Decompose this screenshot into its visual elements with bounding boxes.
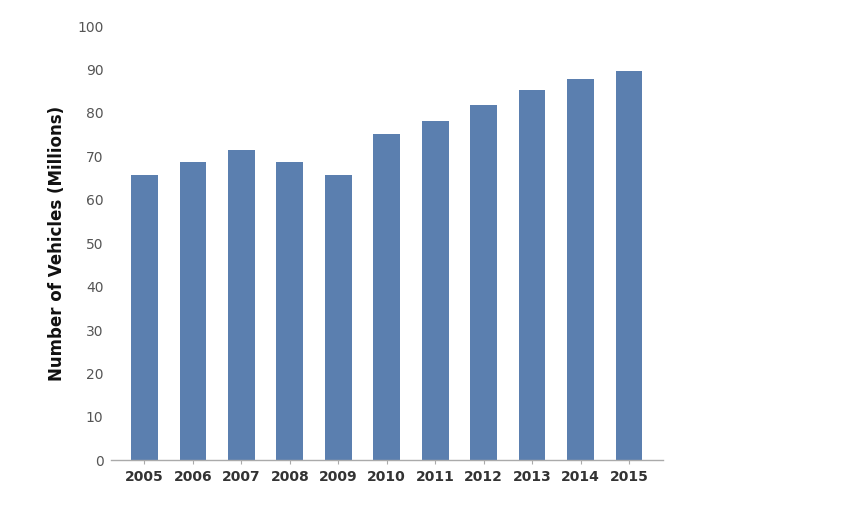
Bar — [567, 78, 594, 460]
Bar — [179, 163, 207, 460]
Bar — [276, 163, 303, 460]
Bar — [373, 134, 400, 460]
Bar — [325, 175, 352, 460]
Bar — [615, 71, 643, 460]
Bar — [470, 105, 497, 460]
Y-axis label: Number of Vehicles (Millions): Number of Vehicles (Millions) — [48, 106, 66, 381]
Bar — [131, 175, 158, 460]
Bar — [422, 121, 449, 460]
Bar — [228, 150, 255, 460]
Bar — [518, 89, 546, 460]
